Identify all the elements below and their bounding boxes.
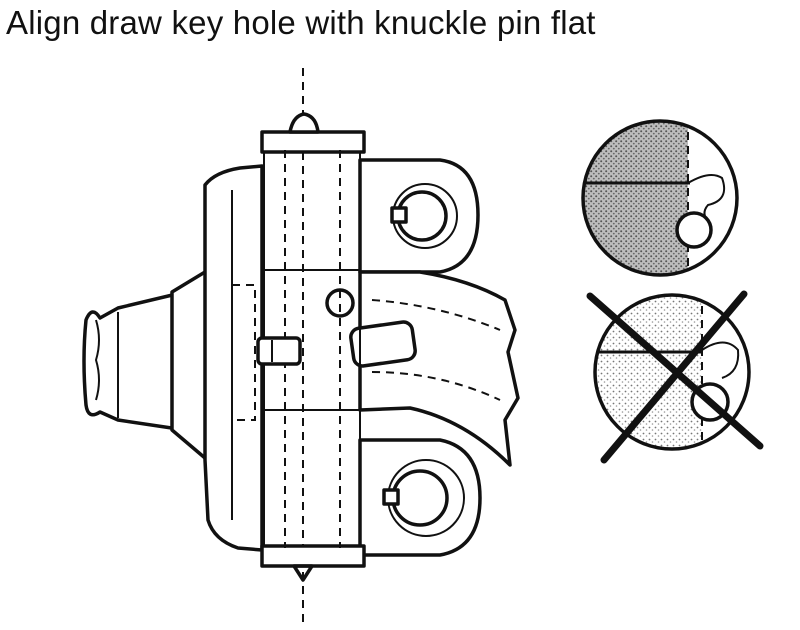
- knuckle-pin: [256, 112, 366, 582]
- knuckle-body: [82, 158, 520, 557]
- instruction-title: Align draw key hole with knuckle pin fla…: [6, 4, 596, 41]
- cross-out-mark: [600, 290, 748, 464]
- inset-incorrect-alignment: [586, 290, 764, 464]
- inset-correct-alignment: [581, 119, 739, 277]
